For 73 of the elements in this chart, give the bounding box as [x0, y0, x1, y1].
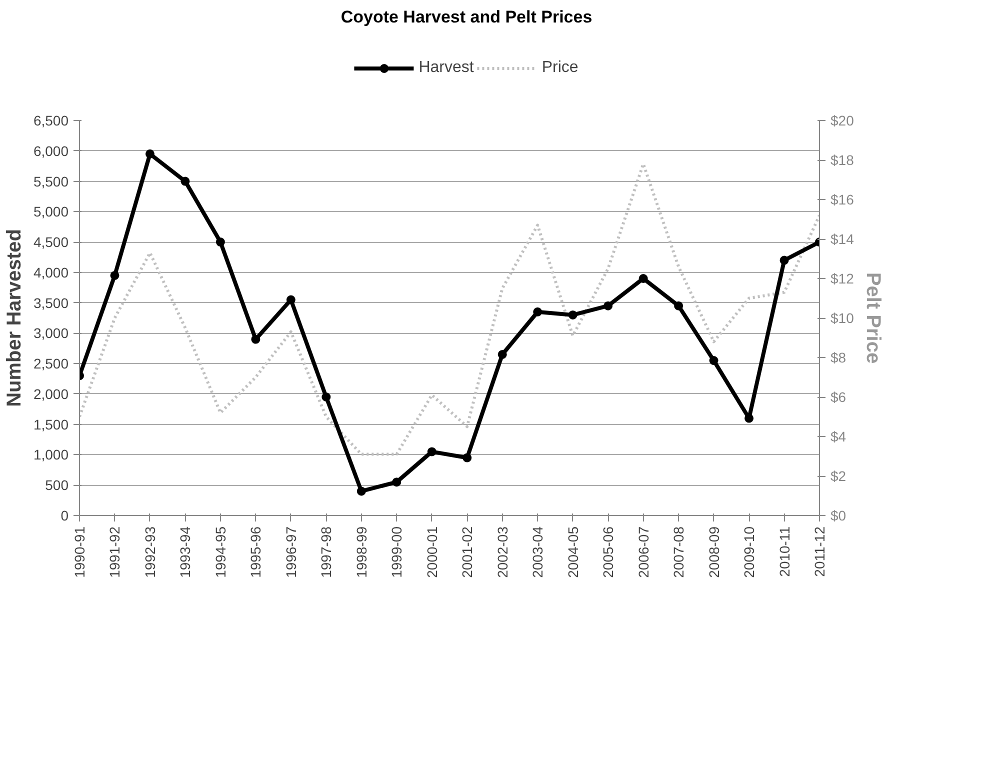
- x-tick-label: 1996-97: [282, 526, 299, 578]
- y-tick-label: 5,500: [33, 173, 69, 190]
- y2-tick-label: $0: [830, 508, 846, 524]
- y2-tick-label: $18: [830, 152, 854, 168]
- point: [216, 238, 225, 247]
- x-tick-label: 2007-08: [670, 526, 687, 578]
- line-series: [80, 162, 820, 456]
- y2-tick-label: $2: [830, 468, 846, 484]
- y2-tick-label: $12: [830, 270, 854, 286]
- point: [392, 478, 402, 487]
- x-tick-label: 1998-99: [353, 526, 370, 578]
- y-tick-label: 5,000: [33, 204, 69, 220]
- y2-tick-label: $4: [830, 428, 846, 444]
- point: [110, 270, 120, 280]
- y-tick-label: 2,000: [33, 386, 69, 402]
- y2-tick-label: $16: [830, 192, 854, 208]
- y-tick-label: 1,000: [33, 446, 69, 463]
- y2-axis-title: Pelt Price: [862, 272, 884, 364]
- y-tick-label: 1,500: [33, 416, 69, 432]
- point: [709, 356, 718, 366]
- point: [145, 149, 154, 158]
- y-tick-label: 0: [60, 508, 69, 524]
- legend-label: Harvest: [418, 59, 474, 77]
- y-tick-label: 500: [45, 477, 69, 494]
- x-tick-label: 2006-07: [635, 526, 652, 578]
- point: [462, 453, 472, 462]
- x-tick-label: 2011-12: [812, 526, 828, 577]
- point: [568, 310, 578, 320]
- y-axis-title: Number Harvested: [3, 229, 26, 407]
- x-tick-label: 1990-91: [72, 526, 88, 578]
- x-tick-label: 2000-01: [424, 526, 440, 578]
- point: [498, 350, 507, 359]
- y2-tick-label: $20: [830, 112, 854, 128]
- legend-label: Price: [542, 59, 578, 77]
- y-tick-label: 4,500: [33, 234, 69, 250]
- point: [638, 274, 648, 283]
- y-tick-label: 3,500: [33, 294, 69, 311]
- point: [533, 307, 542, 316]
- x-tick-label: 2009-10: [741, 526, 758, 578]
- point: [180, 176, 190, 186]
- x-tick-label: 1995-96: [248, 526, 264, 578]
- x-tick-label: 1991-92: [106, 526, 123, 578]
- point: [427, 447, 436, 456]
- x-tick-label: 1994-95: [212, 526, 228, 578]
- point: [674, 301, 684, 310]
- x-tick-label: 2003-04: [530, 526, 546, 578]
- x-tick-label: 2008-09: [706, 526, 722, 578]
- y2-tick-label: $8: [830, 350, 846, 366]
- point: [780, 256, 789, 265]
- point: [356, 486, 366, 496]
- point: [286, 295, 296, 304]
- y2-tick-label: $6: [830, 389, 846, 405]
- y2-tick-label: $10: [830, 310, 854, 326]
- x-tick-label: 2005-06: [600, 526, 616, 578]
- point: [251, 334, 260, 344]
- y-tick-label: 2,500: [33, 356, 69, 372]
- x-tick-label: 1993-94: [177, 526, 194, 578]
- x-tick-label: 1999-00: [388, 526, 405, 578]
- y2-tick-label: $14: [830, 231, 854, 247]
- x-tick-label: 2004-05: [564, 526, 581, 578]
- chart-title: Coyote Harvest and Pelt Prices: [340, 8, 592, 26]
- y-tick-label: 4,000: [33, 264, 69, 280]
- x-tick-label: 2010-11: [776, 526, 792, 577]
- point: [744, 414, 754, 423]
- y-tick-label: 3,000: [33, 325, 69, 342]
- point: [322, 392, 331, 402]
- y-tick-label: 6,000: [33, 142, 69, 159]
- x-tick-label: 2002-03: [494, 526, 510, 578]
- x-tick-label: 1992-93: [142, 526, 158, 578]
- x-tick-label: 1997-98: [318, 526, 334, 578]
- x-tick-label: 2001-02: [459, 526, 476, 578]
- y-tick-label: 6,500: [33, 112, 69, 128]
- point: [604, 301, 613, 310]
